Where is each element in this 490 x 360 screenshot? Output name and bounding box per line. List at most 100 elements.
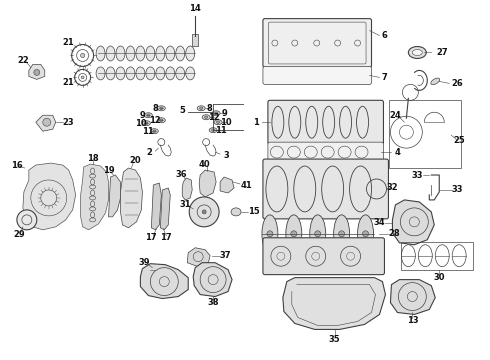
Ellipse shape xyxy=(96,46,105,61)
Ellipse shape xyxy=(209,128,217,133)
Text: 38: 38 xyxy=(207,298,219,307)
Text: 33: 33 xyxy=(451,185,463,194)
Ellipse shape xyxy=(160,119,163,121)
Ellipse shape xyxy=(160,107,163,109)
Ellipse shape xyxy=(136,46,145,61)
Text: 16: 16 xyxy=(11,161,23,170)
Text: 9: 9 xyxy=(140,111,145,120)
Text: 8: 8 xyxy=(206,104,212,113)
Text: 17: 17 xyxy=(161,233,172,242)
Polygon shape xyxy=(187,248,210,267)
Ellipse shape xyxy=(214,120,222,125)
Text: 23: 23 xyxy=(63,118,74,127)
Text: 35: 35 xyxy=(329,335,341,344)
Text: 2: 2 xyxy=(147,148,152,157)
Bar xyxy=(390,100,461,168)
Text: 28: 28 xyxy=(389,229,400,238)
Text: 29: 29 xyxy=(13,230,24,239)
Ellipse shape xyxy=(116,46,125,61)
Text: 5: 5 xyxy=(179,106,185,115)
Ellipse shape xyxy=(286,215,302,253)
Text: 17: 17 xyxy=(145,233,156,242)
Text: 1: 1 xyxy=(253,118,259,127)
Text: 19: 19 xyxy=(103,166,114,175)
Ellipse shape xyxy=(166,46,175,61)
Ellipse shape xyxy=(186,46,195,61)
Ellipse shape xyxy=(176,67,185,80)
Ellipse shape xyxy=(315,231,321,237)
Polygon shape xyxy=(121,168,143,228)
Polygon shape xyxy=(108,175,121,217)
Ellipse shape xyxy=(153,130,156,132)
Text: 18: 18 xyxy=(87,154,98,163)
Ellipse shape xyxy=(145,113,152,118)
Polygon shape xyxy=(392,200,434,245)
Circle shape xyxy=(43,118,51,126)
Text: 41: 41 xyxy=(240,181,252,190)
Text: 34: 34 xyxy=(374,218,385,227)
Ellipse shape xyxy=(143,121,150,126)
Text: 10: 10 xyxy=(220,118,232,127)
Text: 32: 32 xyxy=(387,184,398,193)
Text: 12: 12 xyxy=(208,113,220,122)
Polygon shape xyxy=(391,280,435,315)
Ellipse shape xyxy=(157,118,165,123)
Circle shape xyxy=(189,197,219,227)
Polygon shape xyxy=(199,170,216,197)
FancyBboxPatch shape xyxy=(263,238,385,275)
Ellipse shape xyxy=(106,67,115,80)
Text: 25: 25 xyxy=(453,136,465,145)
Ellipse shape xyxy=(116,67,125,80)
Circle shape xyxy=(202,210,206,214)
Ellipse shape xyxy=(413,50,422,55)
Ellipse shape xyxy=(136,67,145,80)
Text: 22: 22 xyxy=(17,56,29,65)
Ellipse shape xyxy=(166,67,175,80)
Text: 20: 20 xyxy=(130,156,141,165)
FancyBboxPatch shape xyxy=(268,142,384,162)
Ellipse shape xyxy=(408,46,426,58)
Ellipse shape xyxy=(126,67,135,80)
Text: 15: 15 xyxy=(248,207,260,216)
Text: 7: 7 xyxy=(382,73,387,82)
Ellipse shape xyxy=(126,46,135,61)
Ellipse shape xyxy=(267,231,273,237)
Ellipse shape xyxy=(262,215,278,253)
Polygon shape xyxy=(29,64,45,80)
Ellipse shape xyxy=(186,67,195,80)
Ellipse shape xyxy=(212,129,215,131)
Text: 14: 14 xyxy=(189,4,201,13)
Text: 12: 12 xyxy=(149,116,161,125)
Ellipse shape xyxy=(156,67,165,80)
Polygon shape xyxy=(23,163,75,230)
Circle shape xyxy=(34,69,40,75)
Ellipse shape xyxy=(291,231,297,237)
Ellipse shape xyxy=(217,121,220,123)
Ellipse shape xyxy=(150,129,158,134)
Ellipse shape xyxy=(363,231,368,237)
Ellipse shape xyxy=(212,111,220,116)
Ellipse shape xyxy=(431,78,440,85)
Text: 9: 9 xyxy=(221,109,227,118)
Polygon shape xyxy=(151,183,161,230)
Polygon shape xyxy=(193,263,232,297)
Ellipse shape xyxy=(310,215,326,253)
Polygon shape xyxy=(160,188,171,230)
Circle shape xyxy=(81,76,84,79)
Polygon shape xyxy=(36,115,56,131)
Circle shape xyxy=(17,210,37,230)
Ellipse shape xyxy=(358,215,373,253)
Ellipse shape xyxy=(145,122,148,125)
Text: 11: 11 xyxy=(215,126,227,135)
Text: 10: 10 xyxy=(135,119,146,128)
Ellipse shape xyxy=(202,115,210,120)
Text: 39: 39 xyxy=(139,258,150,267)
Text: 30: 30 xyxy=(434,273,445,282)
Ellipse shape xyxy=(156,46,165,61)
FancyBboxPatch shape xyxy=(263,159,389,219)
Ellipse shape xyxy=(215,112,218,114)
Ellipse shape xyxy=(157,106,165,111)
Text: 26: 26 xyxy=(451,79,463,88)
Text: 11: 11 xyxy=(143,127,154,136)
Text: 4: 4 xyxy=(394,148,400,157)
